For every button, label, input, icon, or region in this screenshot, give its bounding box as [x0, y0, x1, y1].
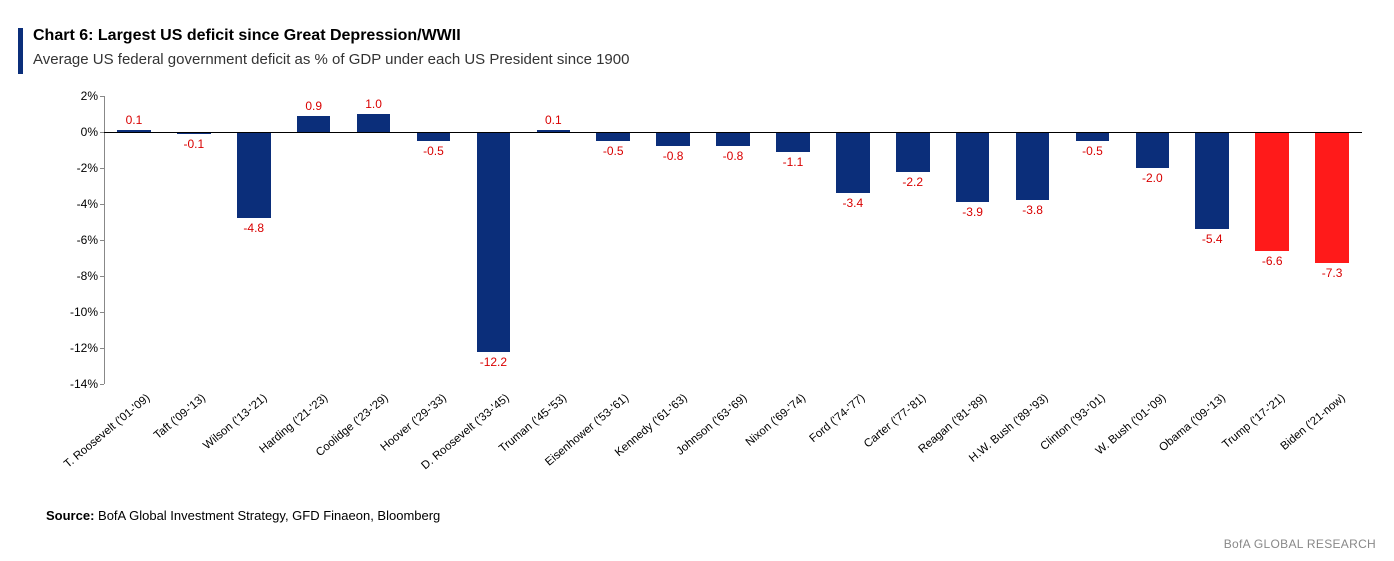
footer-brand: BofA GLOBAL RESEARCH — [1224, 537, 1376, 551]
bar-slot: 0.9Harding ('21-'23) — [284, 96, 344, 384]
bar-slot: -0.1Taft ('09-'13) — [164, 96, 224, 384]
value-label: -6.6 — [1262, 254, 1283, 268]
value-label: -0.1 — [184, 137, 205, 151]
x-axis-label: Wilson ('13-'21) — [201, 392, 269, 452]
value-label: -5.4 — [1202, 232, 1223, 246]
bar-slot: -0.8Kennedy ('61-'63) — [643, 96, 703, 384]
value-label: -0.5 — [423, 144, 444, 158]
chart-header: Chart 6: Largest US deficit since Great … — [18, 26, 629, 74]
bar — [1136, 132, 1170, 168]
value-label: -4.8 — [243, 221, 264, 235]
y-axis-label: -12% — [70, 341, 98, 355]
value-label: -0.5 — [603, 144, 624, 158]
bar-slot: -0.5Hoover ('29-'33) — [404, 96, 464, 384]
bar — [956, 132, 990, 202]
value-label: -3.9 — [962, 205, 983, 219]
y-axis-tick — [100, 348, 104, 349]
value-label: -3.4 — [842, 196, 863, 210]
bar — [357, 114, 391, 132]
value-label: -1.1 — [783, 155, 804, 169]
value-label: 0.1 — [545, 113, 562, 127]
bar-slot: -7.3Biden ('21-now) — [1302, 96, 1362, 384]
y-axis-label: -4% — [77, 197, 98, 211]
bar-slot: -12.2D. Roosevelt ('33-'45) — [463, 96, 523, 384]
bar — [1016, 132, 1050, 200]
chart-title: Chart 6: Largest US deficit since Great … — [33, 26, 629, 47]
bar — [1255, 132, 1289, 251]
bar — [776, 132, 810, 152]
x-axis-label: Taft ('09-'13) — [152, 392, 208, 442]
x-axis-label: T. Roosevelt ('01-'09) — [62, 392, 152, 471]
plot-region: 0.1T. Roosevelt ('01-'09)-0.1Taft ('09-'… — [104, 96, 1362, 384]
bar-slot: -5.4Obama ('09-'13) — [1182, 96, 1242, 384]
source-text: BofA Global Investment Strategy, GFD Fin… — [98, 508, 440, 523]
accent-bar — [18, 28, 23, 74]
bar-slot: -2.0W. Bush ('01-'09) — [1122, 96, 1182, 384]
bar — [237, 132, 271, 218]
y-axis-tick — [100, 168, 104, 169]
bar-slot: -1.1Nixon ('69-'74) — [763, 96, 823, 384]
bar — [417, 132, 451, 141]
y-axis-tick — [100, 96, 104, 97]
x-axis-label: Carter ('77-'81) — [862, 392, 928, 450]
y-axis-label: -14% — [70, 377, 98, 391]
bar-slot: -3.4Ford ('74-'77) — [823, 96, 883, 384]
value-label: -3.8 — [1022, 203, 1043, 217]
value-label: -0.5 — [1082, 144, 1103, 158]
y-axis-label: -8% — [77, 269, 98, 283]
y-axis-tick — [100, 204, 104, 205]
zero-line — [104, 132, 1362, 133]
x-axis-label: Trump ('17-'21) — [1221, 392, 1288, 451]
value-label: -2.2 — [902, 175, 923, 189]
y-axis-tick — [100, 384, 104, 385]
y-axis-tick — [100, 312, 104, 313]
x-axis-label: Biden ('21-now) — [1279, 392, 1348, 453]
value-label: 0.9 — [305, 99, 322, 113]
value-label: -7.3 — [1322, 266, 1343, 280]
bar — [1195, 132, 1229, 229]
bar — [836, 132, 870, 193]
bar-slot: -2.2Carter ('77-'81) — [883, 96, 943, 384]
source-line: Source: BofA Global Investment Strategy,… — [46, 508, 440, 523]
bar-slot: -4.8Wilson ('13-'21) — [224, 96, 284, 384]
value-label: -0.8 — [723, 149, 744, 163]
bar — [1315, 132, 1349, 263]
bar-slot: -3.8H.W. Bush ('89-'93) — [1003, 96, 1063, 384]
bar — [896, 132, 930, 172]
value-label: 0.1 — [126, 113, 143, 127]
bar — [297, 116, 331, 132]
value-label: -2.0 — [1142, 171, 1163, 185]
y-axis-label: -2% — [77, 161, 98, 175]
y-axis-label: -10% — [70, 305, 98, 319]
y-axis-label: 0% — [81, 125, 98, 139]
bar-slot: -0.5Eisenhower ('53-'61) — [583, 96, 643, 384]
y-axis-tick — [100, 276, 104, 277]
x-axis-label: Nixon ('69-'74) — [744, 392, 808, 449]
bar-slot: -3.9Reagan ('81-'89) — [943, 96, 1003, 384]
bar-slot: -0.5Clinton ('93-'01) — [1063, 96, 1123, 384]
bar-slot: 0.1Truman ('45-'53) — [523, 96, 583, 384]
bar — [656, 132, 690, 146]
chart-area: 0.1T. Roosevelt ('01-'09)-0.1Taft ('09-'… — [54, 96, 1362, 384]
value-label: -12.2 — [480, 355, 507, 369]
value-label: 1.0 — [365, 97, 382, 111]
bar-slot: -0.8Johnson ('63-'69) — [703, 96, 763, 384]
bar — [716, 132, 750, 146]
y-axis-tick — [100, 240, 104, 241]
y-axis-label: 2% — [81, 89, 98, 103]
bars-container: 0.1T. Roosevelt ('01-'09)-0.1Taft ('09-'… — [104, 96, 1362, 384]
bar — [1076, 132, 1110, 141]
bar-slot: 1.0Coolidge ('23-'29) — [344, 96, 404, 384]
value-label: -0.8 — [663, 149, 684, 163]
chart-subtitle: Average US federal government deficit as… — [33, 51, 629, 68]
y-axis-label: -6% — [77, 233, 98, 247]
bar-slot: 0.1T. Roosevelt ('01-'09) — [104, 96, 164, 384]
bar-slot: -6.6Trump ('17-'21) — [1242, 96, 1302, 384]
bar — [477, 132, 511, 352]
x-axis-label: Ford ('74-'77) — [807, 392, 867, 445]
bar — [596, 132, 630, 141]
source-prefix: Source: — [46, 508, 94, 523]
